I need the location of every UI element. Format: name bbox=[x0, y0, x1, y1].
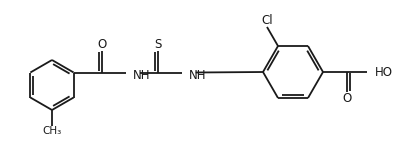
Text: NH: NH bbox=[189, 69, 206, 82]
Text: HO: HO bbox=[375, 65, 393, 79]
Text: Cl: Cl bbox=[261, 14, 273, 27]
Text: NH: NH bbox=[133, 69, 150, 82]
Text: S: S bbox=[154, 38, 161, 51]
Text: O: O bbox=[97, 38, 106, 51]
Text: O: O bbox=[343, 91, 352, 105]
Text: CH₃: CH₃ bbox=[42, 126, 62, 136]
